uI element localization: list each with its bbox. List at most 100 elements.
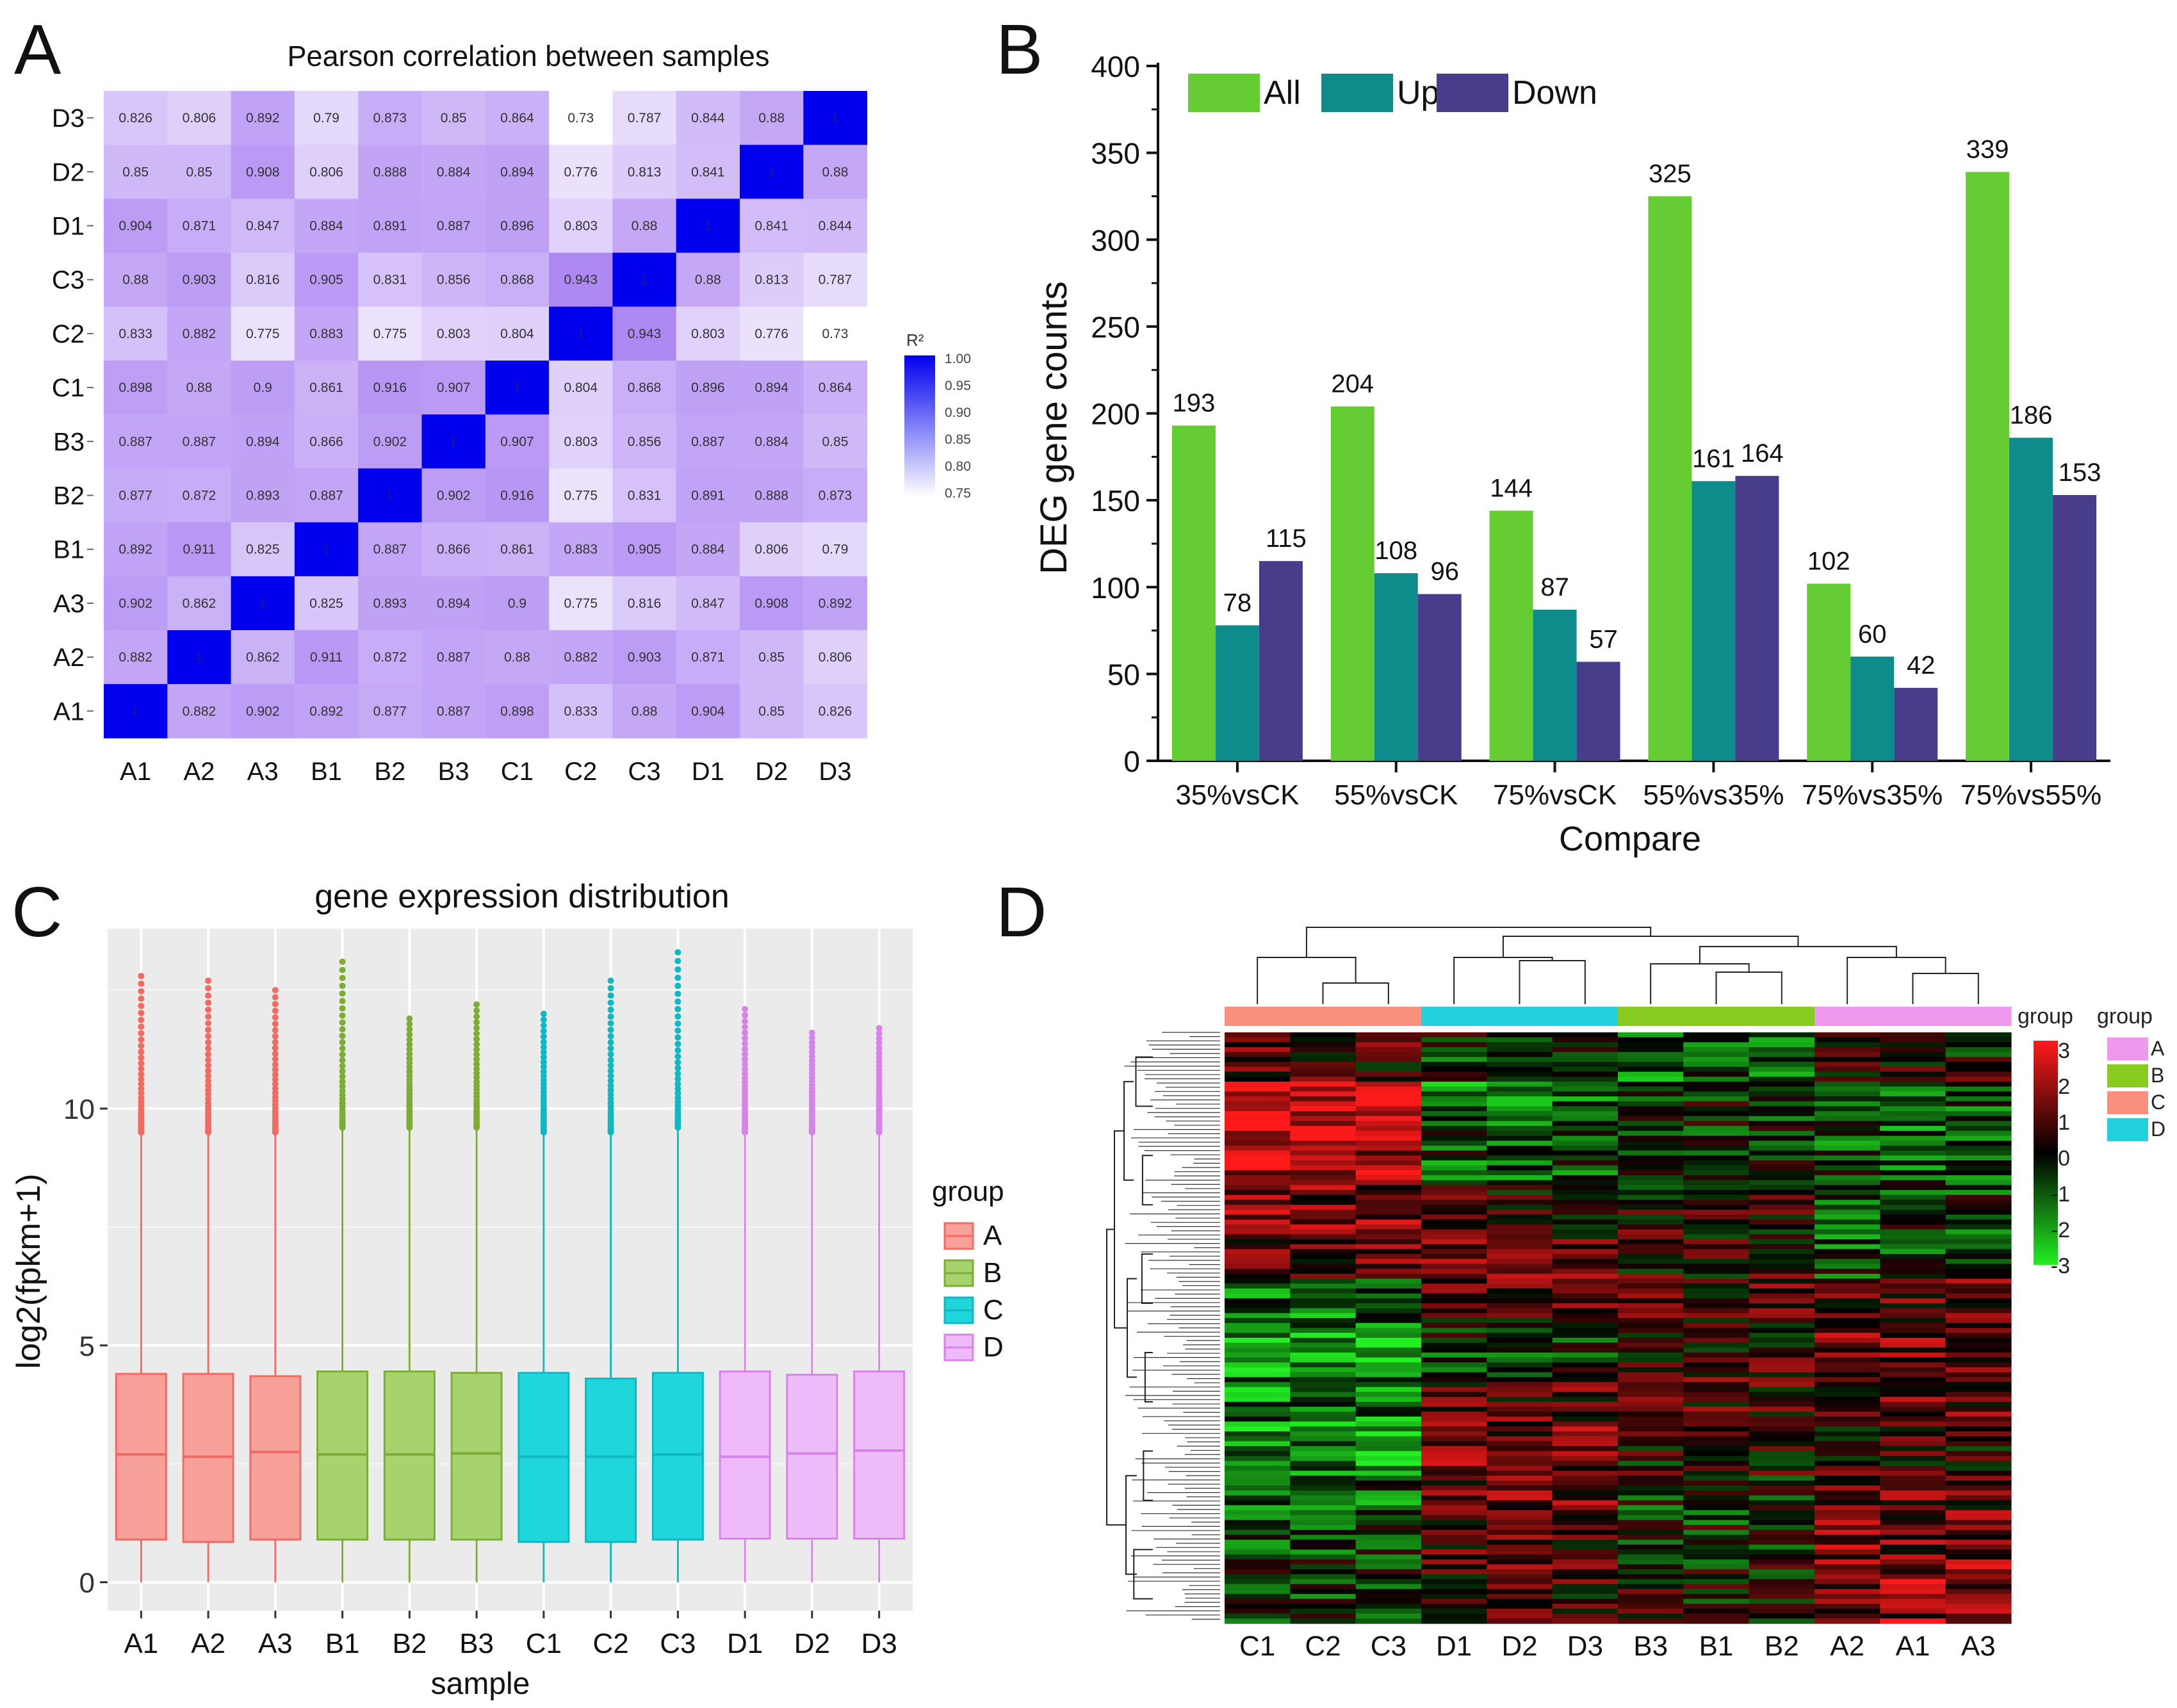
heatmap-cell [1487,1145,1553,1151]
cell-value: 0.887 [437,650,471,665]
heatmap-cell [1618,1032,1684,1038]
heatmap-cell [1225,1273,1291,1280]
heatmap-cell [1749,1032,1815,1038]
heatmap-cell [1880,1165,1946,1171]
heatmap-cell [421,91,486,145]
heatmap-cell [1880,1234,1946,1240]
heatmap-cell [1880,1322,1946,1329]
heatmap-cell [1683,1470,1750,1476]
cell-value: 1 [195,650,203,665]
heatmap-cell [1814,1333,1880,1338]
heatmap-cell [1290,1062,1357,1068]
bar-value-label: 108 [1374,537,1417,565]
heatmap-cell [1225,1308,1291,1314]
heatmap-cell [1814,1106,1880,1112]
heatmap-cell [1945,1426,2012,1432]
outlier-point [205,1033,212,1040]
heatmap-cell [1880,1397,1946,1403]
outlier-point [674,1075,681,1082]
heatmap-cell [1880,1485,1946,1491]
heatmap-cell [1290,1540,1357,1545]
heatmap-cell [1880,1308,1946,1314]
outlier-point [406,1026,413,1033]
heatmap-cell [1355,1175,1422,1181]
heatmap-cell [1618,1322,1684,1329]
legend-label: D [983,1331,1004,1363]
outlier-point [205,1077,212,1084]
heatmap-cell [1945,1411,2012,1417]
heatmap-cell [1749,1470,1815,1476]
cell-value: 0.831 [373,273,407,288]
heatmap-cell [612,306,677,361]
colorbar-tick: 0.90 [945,405,971,420]
heatmap-cell [294,199,359,254]
heatmap-cell [1683,1258,1750,1265]
heatmap-cell [1814,1480,1880,1486]
group-annotation-cell [1749,1007,1815,1026]
bar-all [1489,510,1533,761]
heatmap-cell [1290,1032,1357,1038]
heatmap-cell [1618,1456,1684,1461]
heatmap-cell [1552,1101,1618,1107]
x-tick-label: C3 [660,1628,696,1659]
heatmap-cell [1487,1205,1553,1210]
heatmap-cell [1290,1066,1357,1073]
heatmap-cell [1290,1456,1357,1461]
heatmap-cell [1945,1116,2012,1122]
heatmap-cell [1749,1510,1815,1516]
heatmap-cell [1683,1485,1750,1491]
outlier-point [674,966,681,973]
heatmap-cell [1225,1589,1291,1595]
cell-value: 0.88 [695,273,721,288]
heatmap-cell [1814,1052,1880,1058]
heatmap-cell [1552,1116,1618,1122]
heatmap-cell [1814,1490,1880,1496]
heatmap-cell [1355,1071,1422,1077]
bar-up [1850,656,1895,761]
heatmap-cell [1355,1269,1422,1274]
heatmap-cell [1225,1111,1291,1117]
y-tick-label: 10 [63,1094,95,1125]
scale-tick-label: 3 [2058,1039,2070,1063]
heatmap-cell [1945,1264,2012,1269]
heatmap-cell [1290,1618,1357,1624]
y-tick-label: 350 [1091,137,1140,170]
legend-label: Down [1512,74,1597,111]
heatmap-cell [1421,1593,1487,1600]
heatmap-cell [1552,1269,1618,1274]
outlier-point [138,1023,145,1030]
heatmap-cell [1421,1520,1487,1525]
heatmap-cell [1290,1387,1357,1393]
heatmap-cell [1814,1322,1880,1329]
outlier-point [540,1022,547,1029]
cell-value: 0.873 [819,489,852,503]
heatmap-cell [1487,1037,1553,1043]
heatmap-cell [1355,1333,1422,1338]
heatmap-cell [1421,1574,1487,1580]
cell-value: 0.868 [500,273,534,288]
heatmap-cell [676,252,740,307]
outlier-point [272,1061,279,1068]
outlier-point [272,1007,279,1014]
heatmap-cell [1880,1534,1946,1540]
heatmap-cell [1683,1096,1750,1102]
heatmap-cell [1355,1618,1422,1624]
heatmap-cell [1552,1244,1618,1250]
heatmap-cell [1552,1461,1618,1467]
outlier-point [272,1055,279,1062]
heatmap-cell [1421,1062,1487,1068]
outlier-point [674,948,681,956]
outlier-point [339,1026,346,1033]
heatmap-cell [421,361,486,415]
outlier-point [205,1057,212,1064]
heatmap-cell [1814,1155,1880,1161]
outlier-point [540,1038,547,1045]
heatmap-cell [1487,1618,1553,1624]
heatmap-cell [1355,1185,1422,1191]
heatmap-cell [1880,1480,1946,1486]
heatmap-cell [1749,1406,1815,1412]
outlier-point [138,1086,145,1093]
outlier-point [473,1019,480,1026]
cell-value: 0.844 [819,219,852,234]
heatmap-cell [1683,1121,1750,1126]
